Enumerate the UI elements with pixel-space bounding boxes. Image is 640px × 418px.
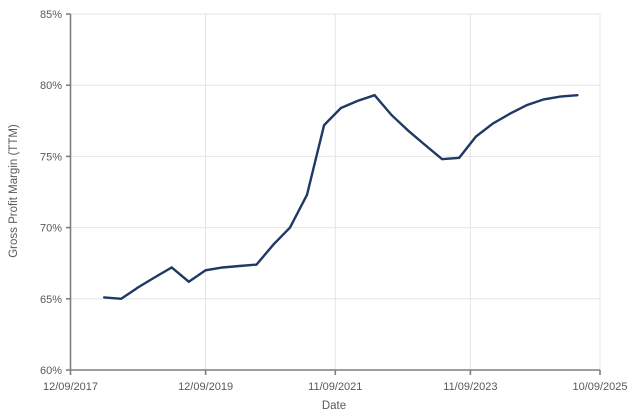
y-tick-label: 65% [40,294,62,306]
gross-profit-margin-line-series [102,93,579,301]
y-tick-label: 75% [40,151,62,163]
y-tick-label: 80% [40,80,62,92]
x-tick-label: 11/09/2021 [308,381,362,393]
x-axis-title: Date [321,400,347,412]
x-tick-label: 12/09/2019 [178,381,233,393]
x-tick-label: 11/09/2023 [443,381,497,393]
x-tick-label: 12/09/2017 [43,381,98,393]
x-tick-label: 10/09/2025 [572,381,627,393]
y-tick-label: 60% [40,365,62,377]
y-axis-title: Gross Profit Margin (TTM) [8,124,20,258]
y-tick-label: 85% [40,9,62,21]
y-tick-label: 70% [40,223,62,235]
